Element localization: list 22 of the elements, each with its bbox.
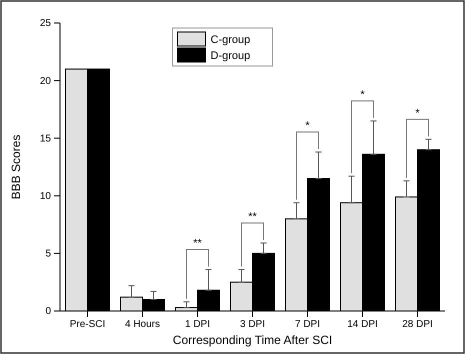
x-tick-label: Pre-SCI [70,319,106,330]
x-axis-title: Corresponding Time After SCI [172,333,332,347]
y-axis-title: BBB Scores [9,134,23,200]
x-tick-label: 1 DPI [184,319,210,330]
x-tick-label: 3 DPI [240,319,266,330]
legend-label: C-group [210,34,250,46]
x-tick-label: 28 DPI [402,319,433,330]
annotation: ** [193,238,202,250]
y-tick-label: 0 [45,306,52,318]
y-tick-label: 5 [45,248,52,260]
annotation: ** [248,211,258,224]
x-tick-label: 14 DPI [347,319,378,330]
x-tick-label: 4 Hours [124,319,160,330]
x-tick-label: 7 DPI [294,319,320,330]
y-tick-label: 15 [40,133,52,144]
annotation: * [360,88,366,101]
annotation: * [415,107,420,120]
y-tick-label: 10 [40,191,52,202]
legend-label: D-group [210,50,250,62]
annotation: * [305,120,310,132]
y-tick-label: 25 [40,18,52,30]
y-tick-label: 20 [40,76,52,87]
